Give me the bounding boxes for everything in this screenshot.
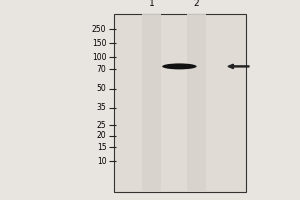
Text: 150: 150	[92, 38, 106, 47]
Text: 35: 35	[97, 104, 106, 112]
Text: 50: 50	[97, 84, 106, 93]
Text: 100: 100	[92, 52, 106, 62]
Bar	[114, 14, 246, 192]
Text: 20: 20	[97, 132, 106, 140]
FancyArrow shape	[228, 64, 249, 69]
Text: 25: 25	[97, 120, 106, 130]
Text: 70: 70	[97, 64, 106, 73]
Text: 15: 15	[97, 142, 106, 152]
Bar	[142, 14, 161, 192]
Text: 10: 10	[97, 156, 106, 166]
Ellipse shape	[162, 63, 197, 69]
Bar	[187, 14, 206, 192]
Text: 2: 2	[194, 0, 199, 8]
Text: 250: 250	[92, 24, 106, 33]
Text: 1: 1	[148, 0, 154, 8]
